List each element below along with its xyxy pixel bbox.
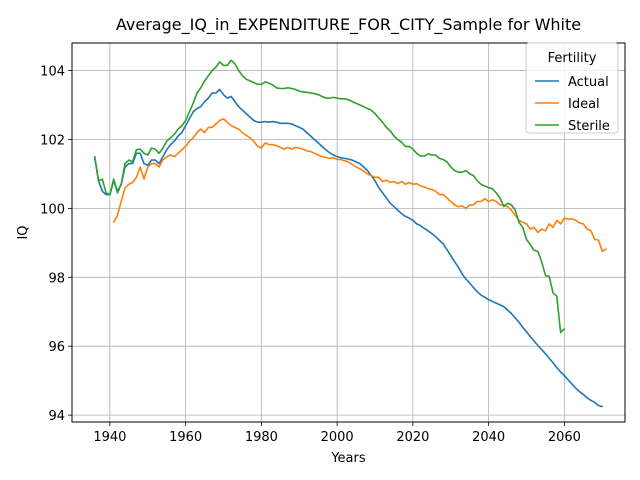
legend: Fertility Actual Ideal Sterile <box>525 42 619 134</box>
legend-label-ideal: Ideal <box>568 97 600 112</box>
chart-title: Average_IQ_in_EXPENDITURE_FOR_CITY_Sampl… <box>116 15 581 35</box>
y-tick-label: 96 <box>48 340 65 355</box>
y-tick-label: 104 <box>40 65 65 80</box>
legend-items: Actual Ideal Sterile <box>535 75 610 134</box>
x-axis-title: Years <box>330 451 366 466</box>
y-tick-label: 98 <box>48 271 65 286</box>
series-line-ideal <box>112 118 607 253</box>
x-tick-label: 2040 <box>472 430 505 445</box>
y-tick-label: 100 <box>40 202 65 217</box>
y-tick-label: 94 <box>48 409 65 424</box>
axis-ticks: 1940 1960 1980 2000 2020 2040 2060 94 96 98 100 102… <box>40 65 581 445</box>
legend-title: Fertility <box>548 51 597 66</box>
x-tick-label: 2020 <box>396 430 429 445</box>
x-tick-label: 2000 <box>321 430 354 445</box>
legend-label-sterile: Sterile <box>568 119 610 134</box>
x-tick-label: 1940 <box>93 430 126 445</box>
legend-label-actual: Actual <box>568 75 609 90</box>
y-axis-title: IQ <box>16 225 31 239</box>
x-tick-label: 2060 <box>548 430 581 445</box>
y-tick-label: 102 <box>40 133 65 148</box>
x-tick-label: 1960 <box>169 430 202 445</box>
legend-box <box>525 42 619 134</box>
series-line-sterile <box>93 59 566 334</box>
series-line-actual <box>93 88 604 408</box>
grid-lines <box>72 43 625 422</box>
x-tick-label: 1980 <box>245 430 278 445</box>
series-lines <box>93 59 607 408</box>
plot-frame <box>71 42 626 423</box>
